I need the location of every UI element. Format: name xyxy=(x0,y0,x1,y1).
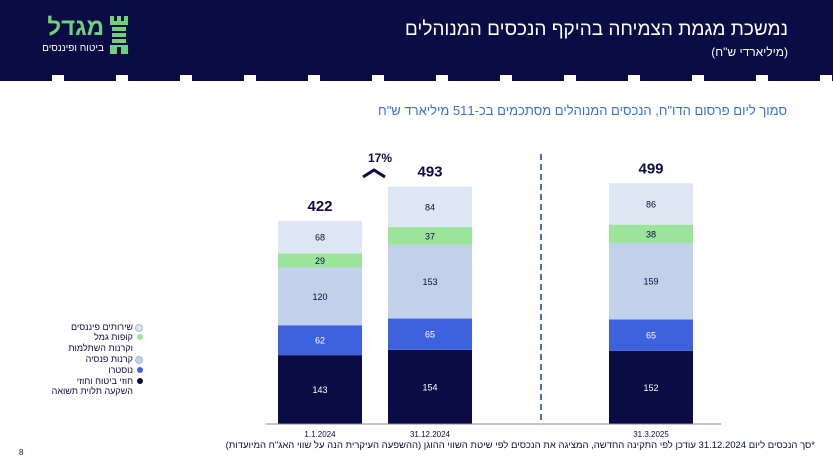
data-label: 68 xyxy=(315,233,325,243)
header-divider xyxy=(0,75,833,81)
data-label: 62 xyxy=(315,336,325,346)
data-label: 37 xyxy=(425,231,435,241)
data-label: 38 xyxy=(646,229,656,239)
data-label: 84 xyxy=(425,202,435,212)
tower-icon xyxy=(110,16,128,54)
legend-label: השקעה תלוית תשואה xyxy=(51,386,133,396)
legend-item: קרנות פנסיה xyxy=(13,354,143,364)
bar-segment xyxy=(388,318,472,350)
legend-label: נוסטרו xyxy=(108,365,133,375)
bar-segment xyxy=(278,220,362,254)
data-label: 86 xyxy=(646,199,656,209)
legend-label: חוזי ביטוח וחוזי xyxy=(76,376,133,386)
bar-segment xyxy=(278,325,362,356)
legend-swatch xyxy=(135,324,143,332)
data-label: 120 xyxy=(312,292,327,302)
data-label: 65 xyxy=(646,331,656,341)
data-label: 143 xyxy=(312,385,327,395)
category-label: 31.3.2025 xyxy=(633,430,669,439)
total-label: 422 xyxy=(307,198,332,215)
bar-segment xyxy=(609,242,693,320)
total-label: 499 xyxy=(638,160,663,177)
legend-label: שירותים פיננסים xyxy=(70,322,133,332)
page-number: 8 xyxy=(19,448,24,457)
category-label: 31.12.2024 xyxy=(410,430,451,439)
bar-segment xyxy=(609,183,693,225)
bar-segment xyxy=(609,319,693,351)
bar-segment xyxy=(388,349,472,424)
legend-swatch xyxy=(137,378,143,384)
legend-item: שירותים פיננסים xyxy=(13,322,143,332)
legend-label: קרנות פנסיה xyxy=(85,354,133,364)
bar-segment xyxy=(609,224,693,243)
legend-item: נוסטרו xyxy=(13,365,143,375)
legend-item: חוזי ביטוח וחוזי xyxy=(13,376,143,386)
growth-arrow-icon xyxy=(362,168,386,179)
data-label: 152 xyxy=(643,383,658,393)
company-logo: מגדל ביטוח ופיננסים xyxy=(22,14,132,58)
header-bar: נמשכת מגמת הצמיחה בהיקף הנכסים המנוהלים … xyxy=(0,0,833,75)
legend-item: וקרנות השתלמות xyxy=(13,343,133,353)
bar-segment xyxy=(609,350,693,424)
headline-text: סמוך ליום פרסום הדו"ח, הנכסים המנוהלים מ… xyxy=(378,103,787,118)
category-label: 1.1.2024 xyxy=(304,430,336,439)
bar-segment xyxy=(388,227,472,245)
data-label: 29 xyxy=(315,256,325,266)
data-label: 159 xyxy=(643,277,658,287)
bar-segment xyxy=(388,244,472,319)
growth-label: 17% xyxy=(368,151,392,165)
data-label: 153 xyxy=(422,277,437,287)
page-subtitle: (מיליארדי ש"ח) xyxy=(711,45,788,59)
data-label: 65 xyxy=(425,330,435,340)
bar-segment xyxy=(278,253,362,268)
footnote: *סך הנכסים ליום 31.12.2024 עודכן לפי התק… xyxy=(225,440,815,451)
total-label: 493 xyxy=(417,164,442,181)
legend-label: קופות גמל xyxy=(94,332,133,342)
bar-segment xyxy=(278,267,362,326)
legend-label: וקרנות השתלמות xyxy=(68,343,133,353)
bar-segment xyxy=(388,186,472,228)
logo-tagline: ביטוח ופיננסים xyxy=(42,43,104,54)
legend-swatch xyxy=(137,367,143,373)
legend-item: השקעה תלוית תשואה xyxy=(13,386,133,396)
legend-swatch xyxy=(137,334,143,340)
legend-swatch xyxy=(135,356,143,364)
legend-item: קופות גמל xyxy=(13,332,143,342)
page-title: נמשכת מגמת הצמיחה בהיקף הנכסים המנוהלים xyxy=(404,19,788,40)
logo-name: מגדל xyxy=(47,14,104,41)
data-label: 154 xyxy=(422,382,437,392)
bar-segment xyxy=(278,355,362,424)
